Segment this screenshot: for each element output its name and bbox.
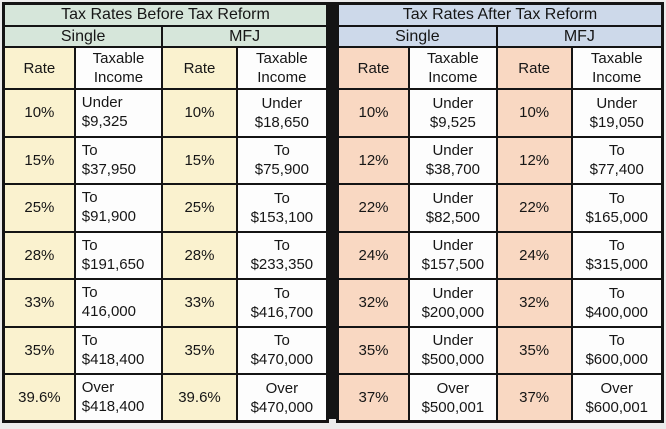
center-divider [329,2,336,419]
rate-cell: 10% [2,88,76,138]
table-row: Tax Rates Before Tax Reform [2,2,329,27]
taxable-income-cell: To $91,900 [73,183,164,233]
rate-cell: 33% [161,278,238,328]
taxable-income-cell: To $233,350 [235,230,329,280]
taxable-income-cell: Under $18,650 [235,88,329,138]
rate-cell: 33% [2,278,76,328]
taxable-income-column-header: Taxable Income [570,46,664,90]
group-header-mfj: MFJ [495,25,664,48]
rate-cell: 35% [2,325,76,375]
table-row: 28% To $191,650 28% To $233,350 [2,230,329,280]
table-row: 25% To $91,900 25% To $153,100 [2,183,329,233]
group-header-mfj: MFJ [161,25,329,48]
taxable-income-cell: Under $9,325 [73,88,164,138]
table-body-before: 10% Under $9,325 10% Under $18,650 15% To $37… [2,88,329,423]
taxable-income-cell: To $416,700 [235,278,329,328]
rate-column-header: Rate [495,46,573,90]
table-row: Tax Rates After Tax Reform [336,2,664,27]
rate-cell: 10% [495,88,573,138]
rate-cell: 39.6% [2,373,76,423]
taxable-income-cell: To $75,900 [235,135,329,185]
table-row: 10% Under $9,525 10% Under $19,050 [336,88,664,138]
table-row: 24% Under $157,500 24% To $315,000 [336,230,664,280]
tax-table-after-reform: Tax Rates After Tax Reform Single MFJ Ra… [336,2,664,423]
taxable-income-cell: Over $470,000 [235,373,329,423]
taxable-income-cell: To $400,000 [570,278,664,328]
taxable-income-cell: Under $9,525 [408,88,498,138]
table-body-after: 10% Under $9,525 10% Under $19,050 12% Under … [336,88,664,423]
rate-cell: 35% [336,325,410,375]
table-row: Rate Taxable Income Rate Taxable Income [336,46,664,90]
taxable-income-cell: Under $500,000 [408,325,498,375]
taxable-income-cell: To $470,000 [235,325,329,375]
table-row: 22% Under $82,500 22% To $165,000 [336,183,664,233]
taxable-income-cell: To $315,000 [570,230,664,280]
table-row: 35% Under $500,000 35% To $600,000 [336,325,664,375]
rate-column-header: Rate [161,46,238,90]
rate-cell: 22% [336,183,410,233]
taxable-income-column-header: Taxable Income [235,46,329,90]
rate-cell: 25% [161,183,238,233]
table-title-after: Tax Rates After Tax Reform [336,2,664,27]
table-row: 39.6% Over $418,400 39.6% Over $470,000 [2,373,329,423]
taxable-income-cell: Under $19,050 [570,88,664,138]
rate-cell: 35% [161,325,238,375]
taxable-income-cell: To $77,400 [570,135,664,185]
rate-cell: 15% [2,135,76,185]
rate-cell: 24% [495,230,573,280]
rate-cell: 10% [161,88,238,138]
taxable-income-cell: To $165,000 [570,183,664,233]
rate-cell: 22% [495,183,573,233]
table-row: 32% Under $200,000 32% To $400,000 [336,278,664,328]
rate-cell: 25% [2,183,76,233]
taxable-income-cell: Over $600,001 [570,373,664,423]
rate-cell: 24% [336,230,410,280]
table-title-before: Tax Rates Before Tax Reform [2,2,329,27]
rate-cell: 15% [161,135,238,185]
rate-column-header: Rate [2,46,76,90]
rate-cell: 37% [495,373,573,423]
taxable-income-cell: To $37,950 [73,135,164,185]
taxable-income-cell: Under $82,500 [408,183,498,233]
rate-cell: 37% [336,373,410,423]
rate-cell: 35% [495,325,573,375]
rate-cell: 32% [495,278,573,328]
table-row: 10% Under $9,325 10% Under $18,650 [2,88,329,138]
tax-table-before-reform: Tax Rates Before Tax Reform Single MFJ R… [2,2,329,423]
taxable-income-cell: To $418,400 [73,325,164,375]
taxable-income-column-header: Taxable Income [73,46,164,90]
taxable-income-cell: Under $38,700 [408,135,498,185]
taxable-income-cell: Over $500,001 [408,373,498,423]
group-header-single: Single [336,25,498,48]
taxable-income-cell: Under $157,500 [408,230,498,280]
taxable-income-column-header: Taxable Income [408,46,498,90]
rate-cell: 39.6% [161,373,238,423]
table-row: Single MFJ [336,25,664,48]
rate-cell: 12% [495,135,573,185]
table-row: Rate Taxable Income Rate Taxable Income [2,46,329,90]
rate-cell: 28% [161,230,238,280]
taxable-income-cell: To 416,000 [73,278,164,328]
rate-cell: 10% [336,88,410,138]
taxable-income-cell: To $191,650 [73,230,164,280]
taxable-income-cell: Under $200,000 [408,278,498,328]
table-row: 33% To 416,000 33% To $416,700 [2,278,329,328]
table-row: 37% Over $500,001 37% Over $600,001 [336,373,664,423]
rate-cell: 12% [336,135,410,185]
taxable-income-cell: To $600,000 [570,325,664,375]
table-row: 35% To $418,400 35% To $470,000 [2,325,329,375]
table-row: Single MFJ [2,25,329,48]
rate-column-header: Rate [336,46,410,90]
group-header-single: Single [2,25,164,48]
taxable-income-cell: Over $418,400 [73,373,164,423]
taxable-income-cell: To $153,100 [235,183,329,233]
rate-cell: 32% [336,278,410,328]
rate-cell: 28% [2,230,76,280]
table-row: 15% To $37,950 15% To $75,900 [2,135,329,185]
table-row: 12% Under $38,700 12% To $77,400 [336,135,664,185]
